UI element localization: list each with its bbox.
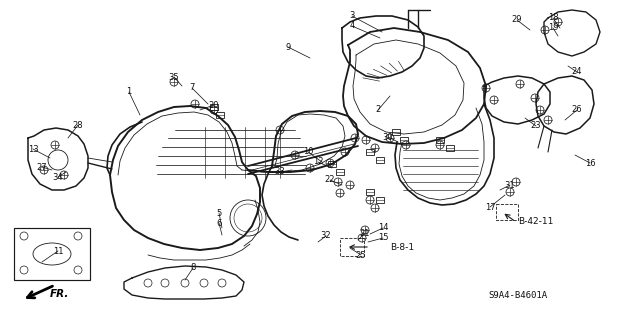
Text: 14: 14 [378, 224, 388, 233]
Text: 23: 23 [531, 122, 541, 130]
Text: 7: 7 [189, 84, 195, 93]
Text: 24: 24 [572, 68, 582, 77]
Text: 28: 28 [73, 121, 83, 130]
Text: B-42-11: B-42-11 [518, 218, 554, 226]
Text: 12: 12 [313, 158, 323, 167]
Text: 30: 30 [383, 132, 394, 142]
Text: FR.: FR. [50, 289, 69, 299]
Text: 9: 9 [285, 42, 291, 51]
Text: 1: 1 [126, 87, 132, 97]
Text: 6: 6 [216, 219, 221, 227]
Text: 16: 16 [585, 159, 595, 167]
Text: 11: 11 [52, 247, 63, 256]
Text: 15: 15 [378, 234, 388, 242]
Text: B-8-1: B-8-1 [390, 242, 414, 251]
Text: 27: 27 [36, 162, 47, 172]
Text: 35: 35 [169, 72, 179, 81]
Text: 19: 19 [548, 24, 558, 33]
Text: 17: 17 [484, 203, 495, 211]
Text: 5: 5 [216, 209, 221, 218]
Text: 3: 3 [349, 11, 355, 20]
Text: 34: 34 [52, 173, 63, 182]
Text: 4: 4 [349, 21, 355, 31]
Text: 20: 20 [209, 100, 220, 109]
Text: 18: 18 [548, 13, 558, 23]
Text: 31: 31 [505, 181, 515, 189]
Text: 8: 8 [190, 263, 196, 272]
Text: 29: 29 [512, 16, 522, 25]
Text: 13: 13 [28, 145, 38, 153]
Text: 32: 32 [321, 232, 332, 241]
Text: 26: 26 [572, 106, 582, 115]
Text: S9A4-B4601A: S9A4-B4601A [488, 291, 547, 300]
Text: 10: 10 [303, 147, 313, 157]
Text: 33: 33 [275, 167, 285, 176]
Text: 22: 22 [324, 175, 335, 184]
Text: 21: 21 [360, 228, 371, 238]
Text: 2: 2 [376, 106, 381, 115]
Text: 25: 25 [356, 250, 366, 259]
